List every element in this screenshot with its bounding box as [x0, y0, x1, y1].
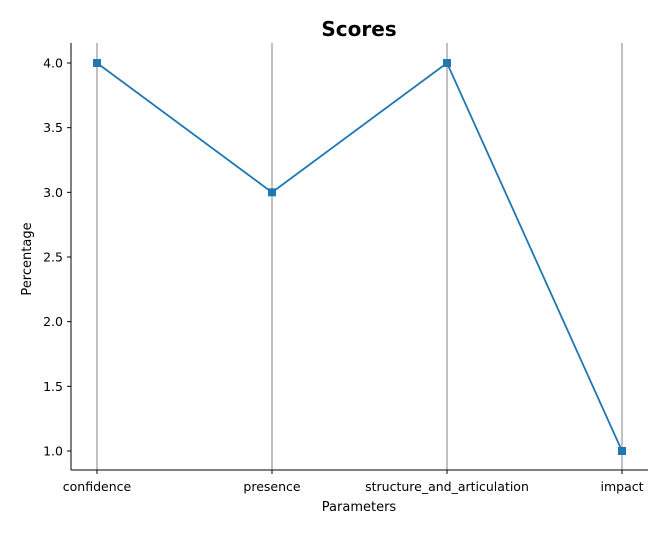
data-point-marker [268, 188, 276, 197]
x-tick-label: structure_and_articulation [365, 479, 529, 494]
y-axis-label: Percentage [20, 222, 35, 295]
x-tick-label: confidence [63, 479, 132, 494]
data-point-marker [443, 59, 451, 67]
y-tick-label: 1.0 [43, 443, 63, 458]
data-point-marker [93, 59, 101, 67]
y-tick-label: 3.5 [43, 120, 63, 135]
x-axis-label: Parameters [322, 500, 397, 515]
data-point-marker [618, 446, 626, 455]
y-tick-label: 2.0 [43, 314, 63, 329]
chart-title: Scores [321, 17, 396, 41]
grid-lines [96, 43, 623, 470]
x-tick-label: impact [600, 479, 643, 494]
y-tick-label: 3.0 [43, 185, 63, 200]
series-line [96, 61, 623, 452]
x-ticks: confidence presence structure_and_articula… [63, 470, 644, 494]
y-tick-label: 2.5 [43, 249, 63, 264]
series [93, 59, 626, 455]
y-tick-label: 4.0 [43, 56, 63, 71]
x-tick-label: presence [243, 479, 300, 494]
y-ticks: 1.0 1.5 2.0 2.5 3.0 3.5 4.0 [43, 56, 71, 458]
y-tick-label: 1.5 [43, 379, 63, 394]
